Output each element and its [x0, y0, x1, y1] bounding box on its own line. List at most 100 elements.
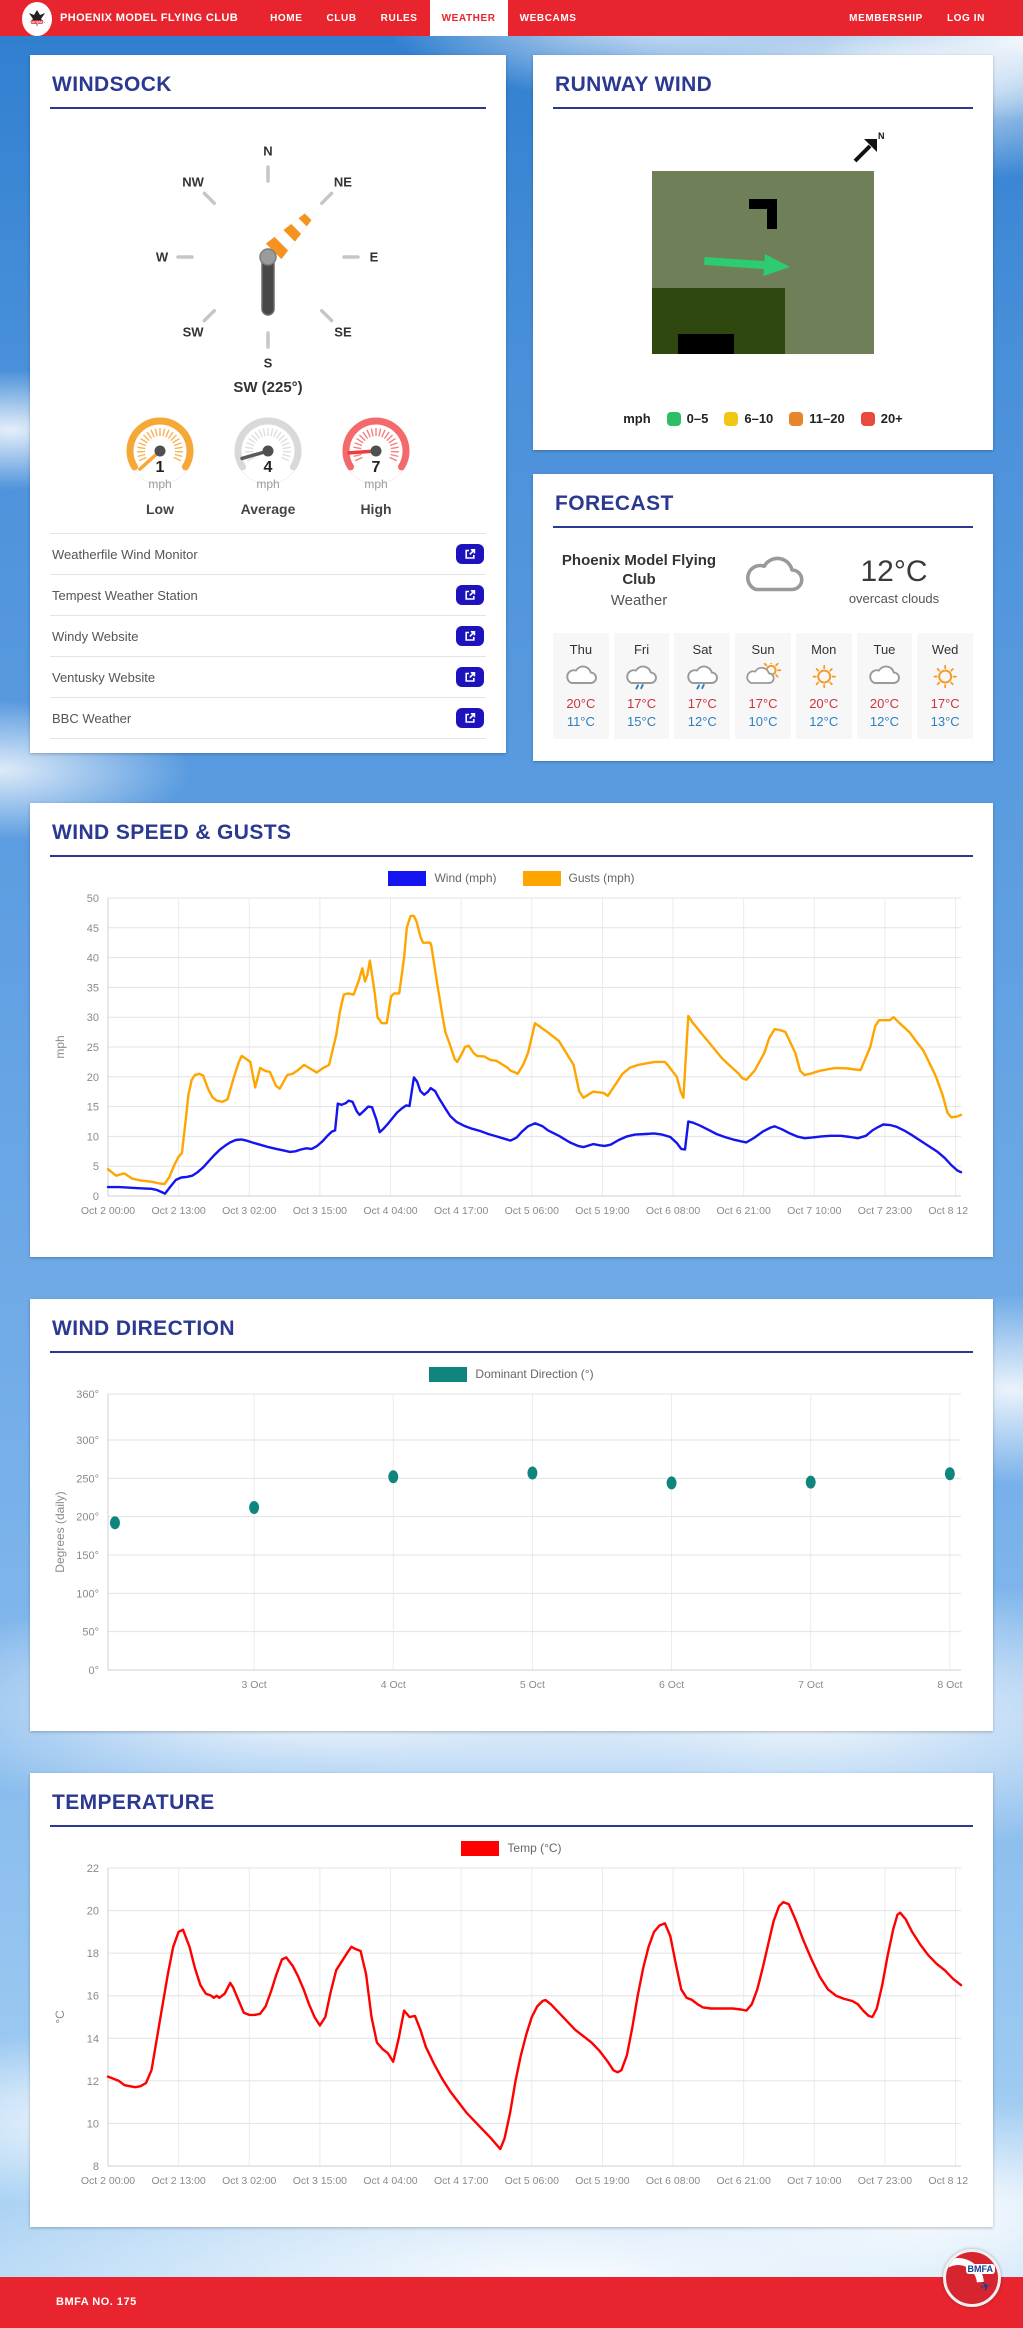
day-weather-icon — [917, 662, 973, 692]
nav-item-home[interactable]: HOME — [258, 0, 314, 36]
day-weather-icon — [857, 662, 913, 692]
external-link-icon — [464, 671, 476, 683]
svg-text:Oct 2 13:00: Oct 2 13:00 — [151, 2175, 205, 2187]
sun-cloud-icon — [744, 663, 782, 690]
rain-icon — [622, 663, 660, 690]
nav-item-membership[interactable]: MEMBERSHIP — [837, 0, 935, 36]
svg-text:0°: 0° — [88, 1665, 99, 1677]
link-row-windy-website[interactable]: Windy Website — [50, 615, 486, 656]
legend-series-label: Temp (°C) — [507, 1841, 561, 1855]
svg-text:100°: 100° — [76, 1588, 99, 1600]
sun-icon — [926, 663, 964, 690]
external-link-button[interactable] — [456, 667, 484, 687]
svg-text:Oct 7 10:00: Oct 7 10:00 — [787, 2175, 841, 2187]
legend-item-20: 20+ — [861, 411, 903, 426]
svg-text:N: N — [263, 144, 272, 159]
wind-direction-title: WIND DIRECTION — [52, 1317, 973, 1341]
svg-text:mph: mph — [53, 1035, 67, 1058]
nav-item-club[interactable]: CLUB — [314, 0, 368, 36]
day-weather-icon — [735, 662, 791, 692]
svg-text:Oct 4 17:00: Oct 4 17:00 — [434, 2175, 488, 2187]
cloud-icon — [562, 663, 600, 690]
svg-text:NE: NE — [334, 175, 352, 190]
svg-text:4 Oct: 4 Oct — [381, 1679, 406, 1691]
svg-text:Oct 5 06:00: Oct 5 06:00 — [505, 2175, 559, 2187]
svg-text:150°: 150° — [76, 1550, 99, 1562]
nav-item-log-in[interactable]: LOG IN — [935, 0, 997, 36]
nav-item-weather[interactable]: WEATHER — [430, 0, 508, 36]
svg-text:NW: NW — [182, 175, 204, 190]
legend-series-label: Gusts (mph) — [569, 871, 635, 885]
windsock-title: WINDSOCK — [52, 73, 486, 97]
nav-item-rules[interactable]: RULES — [369, 0, 430, 36]
gauge-label: High — [326, 501, 426, 517]
day-name: Thu — [553, 642, 609, 657]
svg-text:8 Oct: 8 Oct — [937, 1679, 962, 1691]
forecast-card: FORECAST Phoenix Model Flying Club Weath… — [533, 474, 993, 761]
external-link-button[interactable] — [456, 585, 484, 605]
svg-text:20: 20 — [87, 1905, 99, 1917]
link-row-tempest-weather-station[interactable]: Tempest Weather Station — [50, 574, 486, 615]
svg-text:1: 1 — [156, 459, 165, 476]
wind-speed-title: WIND SPEED & GUSTS — [52, 821, 973, 845]
svg-text:25: 25 — [87, 1042, 99, 1054]
svg-text:Oct 3 02:00: Oct 3 02:00 — [222, 1205, 276, 1217]
day-low-temp: 13°C — [917, 714, 973, 729]
svg-text:45: 45 — [87, 922, 99, 934]
wind-direction-panel: WIND DIRECTION Dominant Direction (°) 3 … — [30, 1299, 993, 1731]
svg-text:3 Oct: 3 Oct — [242, 1679, 267, 1691]
legend-swatch — [667, 412, 681, 426]
legend-item: Gusts (mph) — [523, 871, 635, 886]
external-link-button[interactable] — [456, 544, 484, 564]
runway-wind-title: RUNWAY WIND — [555, 73, 973, 97]
svg-text:30: 30 — [87, 1012, 99, 1024]
svg-text:0: 0 — [93, 1191, 99, 1203]
svg-text:6 Oct: 6 Oct — [659, 1679, 684, 1691]
svg-text:Oct 3 02:00: Oct 3 02:00 — [222, 2175, 276, 2187]
link-row-bbc-weather[interactable]: BBC Weather — [50, 697, 486, 739]
wind-chart-legend: Wind (mph)Gusts (mph) — [50, 871, 973, 886]
day-high-temp: 17°C — [917, 696, 973, 711]
svg-text:Oct 5 19:00: Oct 5 19:00 — [575, 1205, 629, 1217]
external-link-button[interactable] — [456, 708, 484, 728]
day-weather-icon — [614, 662, 670, 692]
svg-text:Oct 2 13:00: Oct 2 13:00 — [151, 1205, 205, 1217]
svg-text:8: 8 — [93, 2161, 99, 2173]
svg-text:16: 16 — [87, 1990, 99, 2002]
nav-item-webcams[interactable]: WEBCAMS — [508, 0, 589, 36]
legend-swatch — [523, 871, 561, 886]
day-name: Fri — [614, 642, 670, 657]
link-row-weatherfile-wind-monitor[interactable]: Weatherfile Wind Monitor — [50, 533, 486, 574]
bmfa-logo: BMFA ✈ — [943, 2249, 1001, 2307]
external-link-button[interactable] — [456, 626, 484, 646]
legend-item-05: 0–5 — [667, 411, 709, 426]
external-link-icon — [464, 589, 476, 601]
svg-text:Oct 7 10:00: Oct 7 10:00 — [787, 1205, 841, 1217]
north-arrow-icon: N — [845, 129, 885, 174]
day-high-temp: 20°C — [857, 696, 913, 711]
svg-text:200°: 200° — [76, 1511, 99, 1523]
external-link-icon — [464, 630, 476, 642]
svg-text:Oct 2 00:00: Oct 2 00:00 — [81, 1205, 135, 1217]
legend-swatch — [724, 412, 738, 426]
current-weather-icon — [738, 552, 810, 608]
link-row-ventusky-website[interactable]: Ventusky Website — [50, 656, 486, 697]
svg-text:mph: mph — [364, 477, 387, 491]
external-link-icon — [464, 712, 476, 724]
svg-text:Degrees (daily): Degrees (daily) — [53, 1491, 67, 1572]
svg-text:7: 7 — [372, 459, 381, 476]
